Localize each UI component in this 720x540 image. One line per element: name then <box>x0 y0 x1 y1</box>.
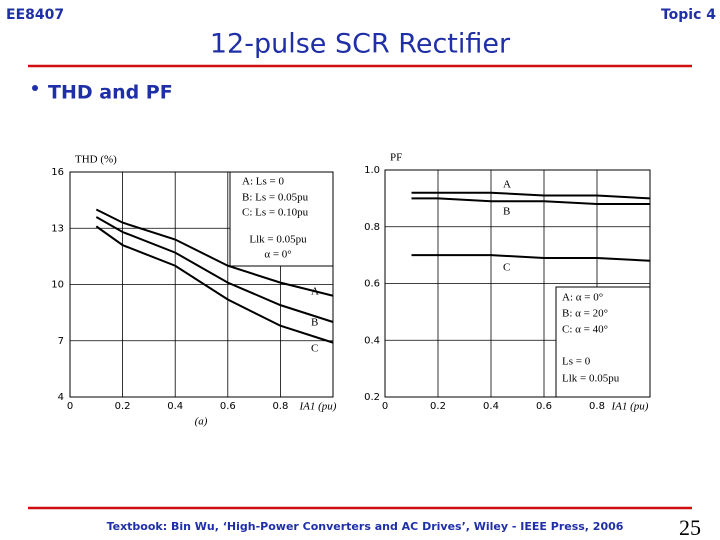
y-tick-label: 0.4 <box>364 335 380 346</box>
curve <box>411 254 651 262</box>
curve-label: C <box>311 343 318 355</box>
note: B: Ls = 0.05pu <box>242 192 309 204</box>
curve-label: B <box>311 317 318 329</box>
curve-label: A <box>503 179 511 191</box>
plot-frame <box>69 171 334 398</box>
y-tick-label: 16 <box>51 167 64 178</box>
y-tick-label: 0.6 <box>364 279 380 290</box>
slide-title: 12-pulse SCR Rectifier <box>210 29 511 60</box>
x-tick-label: 0 <box>382 401 388 412</box>
caption: (a) <box>195 416 208 428</box>
note: C: α = 40° <box>562 324 608 336</box>
note: A: Ls = 0 <box>242 176 284 188</box>
x-tick-label: 0.6 <box>536 401 552 412</box>
curve <box>411 197 650 206</box>
note: A: α = 0° <box>562 292 603 304</box>
bullet-dot <box>32 85 38 91</box>
note-box <box>555 286 651 398</box>
x-tick-label: 0.8 <box>272 401 288 412</box>
note-box <box>229 171 334 267</box>
note: C: Ls = 0.10pu <box>242 207 309 219</box>
y-tick-label: 7 <box>58 336 64 347</box>
x-axis-label: IA1 (pu) <box>299 401 337 413</box>
y-tick-label: 0.8 <box>364 222 380 233</box>
note: α = 0° <box>264 249 291 261</box>
x-tick-label: 0.2 <box>430 401 446 412</box>
note: B: α = 20° <box>562 308 608 320</box>
curve <box>95 208 334 297</box>
x-tick-label: 0.4 <box>483 401 499 412</box>
y-tick-label: 10 <box>51 280 64 291</box>
bullet: THD and PF <box>48 82 173 104</box>
curve-label: B <box>503 206 510 218</box>
x-tick-label: 0.2 <box>115 401 131 412</box>
page-number: 25 <box>679 515 701 540</box>
curve-label: A <box>311 286 319 298</box>
x-tick-label: 0.8 <box>589 401 605 412</box>
footer: Textbook: Bin Wu, ‘High-Power Converters… <box>107 520 624 533</box>
curve <box>411 191 651 200</box>
x-tick-label: 0.4 <box>167 401 183 412</box>
x-axis-label: IA1 (pu) <box>611 401 649 413</box>
y-tick-label: 0.2 <box>364 392 380 403</box>
topic: Topic 4 <box>661 7 716 23</box>
y-tick-label: 1.0 <box>364 165 380 176</box>
x-tick-label: 0.6 <box>220 401 236 412</box>
y-tick-label: 4 <box>58 392 64 403</box>
curve <box>95 216 334 323</box>
curve-label: C <box>503 262 510 274</box>
curve <box>95 225 334 344</box>
plot-frame <box>384 169 651 398</box>
y-axis-label: PF <box>390 152 402 164</box>
y-tick-label: 13 <box>51 223 64 234</box>
course: EE8407 <box>6 7 64 23</box>
y-axis-label: THD (%) <box>75 154 117 166</box>
x-tick-label: 0 <box>67 401 73 412</box>
note: Llk = 0.05pu <box>249 234 307 246</box>
note: Ls = 0 <box>562 356 591 368</box>
note: Llk = 0.05pu <box>562 373 620 385</box>
